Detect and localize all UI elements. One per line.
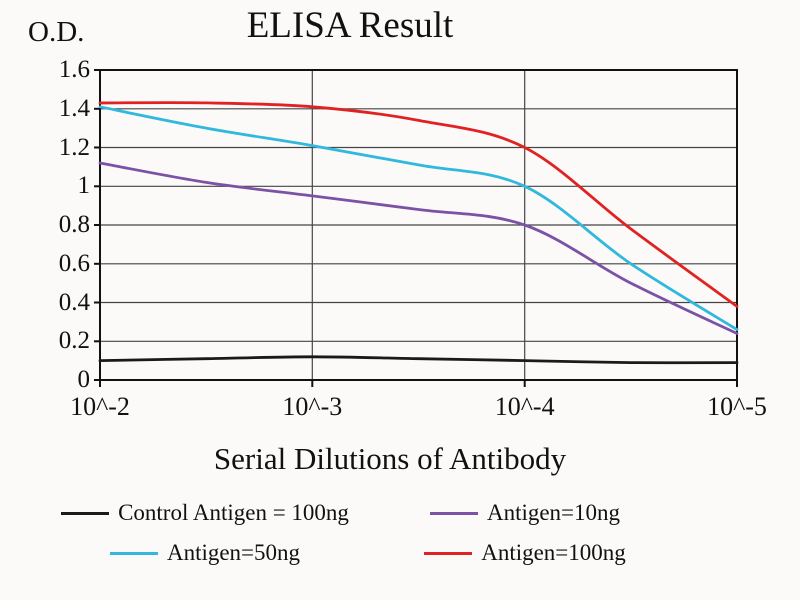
- y-axis-title: O.D.: [28, 16, 85, 48]
- y-tick-label: 1: [77, 172, 91, 200]
- legend-item: Antigen=100ng: [365, 540, 685, 566]
- y-tick-label: 0.8: [58, 211, 90, 238]
- legend-item: Antigen=10ng: [365, 500, 685, 526]
- y-tick-label: 0.4: [58, 288, 90, 316]
- series-line-1: [98, 161, 739, 335]
- legend-label: Antigen=10ng: [486, 500, 621, 525]
- legend-line-swatch: [424, 551, 473, 555]
- x-tick-label: 10^-4: [494, 392, 555, 421]
- plot-border: [99, 69, 738, 381]
- y-tick-label: 0.6: [58, 249, 90, 277]
- series-line-0: [98, 355, 739, 365]
- legend-item: Antigen=50ng: [45, 540, 365, 566]
- legend-line-swatch: [429, 511, 478, 515]
- y-tick-label: 1.4: [58, 94, 90, 122]
- y-tick-label: 0: [77, 366, 91, 393]
- legend-label: Antigen=50ng: [166, 540, 301, 565]
- y-tick-label: 1.2: [58, 133, 90, 161]
- legend-line-swatch: [61, 511, 110, 515]
- legend-label: Antigen=100ng: [481, 540, 626, 565]
- y-tick-label: 1.6: [58, 56, 90, 83]
- x-tick-label: 10^-2: [70, 392, 130, 421]
- x-axis-title: Serial Dilutions of Antibody: [213, 441, 567, 476]
- legend-item: Control Antigen = 100ng: [45, 500, 365, 526]
- legend-line-swatch: [109, 551, 158, 555]
- x-tick-label: 10^-3: [282, 392, 343, 421]
- legend: Control Antigen = 100ng Antigen=10ng Antig…: [45, 500, 685, 566]
- series-line-3: [98, 101, 739, 308]
- chart-title: ELISA Result: [246, 5, 454, 46]
- x-tick-label: 10^-5: [707, 392, 767, 421]
- y-tick-label: 0.2: [58, 327, 90, 355]
- series-line-2: [98, 105, 739, 331]
- legend-label: Control Antigen = 100ng: [118, 500, 349, 525]
